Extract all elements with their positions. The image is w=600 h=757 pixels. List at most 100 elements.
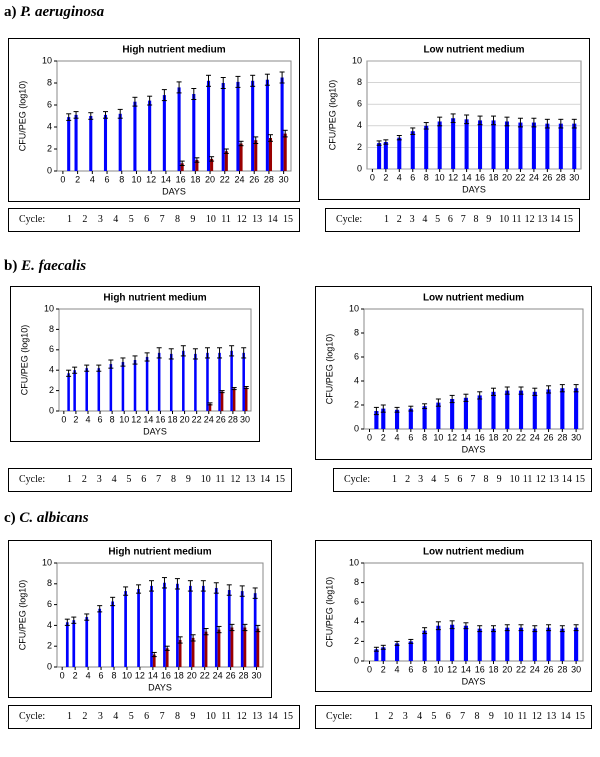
cycle-number: 4 xyxy=(422,214,428,225)
x-tick-label: 4 xyxy=(90,174,95,184)
x-tick-label: 16 xyxy=(475,432,485,442)
cycle-number: 9 xyxy=(496,474,502,485)
y-tick-label: 6 xyxy=(47,99,52,109)
bar xyxy=(505,390,510,429)
cycle-number: 3 xyxy=(97,214,103,225)
x-tick-label: 2 xyxy=(383,172,388,182)
bar xyxy=(532,628,537,661)
x-tick-label: 28 xyxy=(557,664,567,674)
bar xyxy=(194,353,197,411)
error-bar xyxy=(97,605,103,613)
x-tick-label: 16 xyxy=(161,670,171,680)
cycle-number: 5 xyxy=(128,711,134,722)
cycle-number: 2 xyxy=(388,711,394,722)
error-bar xyxy=(73,111,79,119)
error-bar xyxy=(464,114,470,125)
x-tick-label: 18 xyxy=(168,414,178,424)
error-bar xyxy=(517,117,523,128)
y-tick-label: 6 xyxy=(49,344,54,354)
error-bar xyxy=(176,81,182,94)
error-bar xyxy=(531,117,537,128)
error-bar xyxy=(84,364,90,372)
x-tick-label: 4 xyxy=(395,664,400,674)
cycle-number: 3 xyxy=(402,711,408,722)
error-bar xyxy=(144,352,150,362)
bar xyxy=(236,81,240,171)
chart-title: Low nutrient medium xyxy=(423,293,524,304)
error-bar xyxy=(449,620,455,630)
error-bar xyxy=(380,644,386,650)
cycle-number: 6 xyxy=(144,711,150,722)
error-bar xyxy=(423,122,429,130)
x-tick-label: 10 xyxy=(433,432,443,442)
error-bar xyxy=(241,347,247,359)
x-tick-label: 26 xyxy=(249,174,259,184)
bar xyxy=(169,353,173,411)
cycle-number: 1 xyxy=(374,711,379,722)
x-tick-label: 26 xyxy=(216,414,226,424)
error-bar xyxy=(123,586,129,596)
error-bar xyxy=(422,403,428,410)
cycle-number: 15 xyxy=(283,214,293,225)
cycle-label: Cycle: xyxy=(326,711,353,722)
bar xyxy=(451,118,456,169)
bar xyxy=(191,637,195,667)
x-tick-label: 20 xyxy=(502,432,512,442)
error-bar xyxy=(243,386,249,390)
x-tick-label: 2 xyxy=(381,664,386,674)
bar xyxy=(251,80,255,171)
bar xyxy=(381,647,386,661)
error-bar xyxy=(532,625,538,633)
x-tick-label: 26 xyxy=(544,664,554,674)
x-tick-label: 14 xyxy=(461,664,471,674)
bar xyxy=(176,583,179,667)
y-tick-label: 4 xyxy=(49,365,54,375)
x-tick-label: 20 xyxy=(502,172,512,182)
y-tick-label: 4 xyxy=(354,375,359,385)
error-bar xyxy=(66,113,72,121)
cycle-number: 2 xyxy=(82,214,88,225)
error-bar xyxy=(161,89,167,102)
bar xyxy=(545,123,550,169)
bar xyxy=(162,95,166,171)
bar xyxy=(436,625,441,661)
cycle-number: 8 xyxy=(474,711,480,722)
bar xyxy=(192,94,196,171)
bar xyxy=(109,364,113,411)
y-tick-label: 6 xyxy=(357,99,362,109)
x-tick-label: 0 xyxy=(60,174,65,184)
x-tick-label: 20 xyxy=(187,670,197,680)
cycle-number: 10 xyxy=(205,214,216,225)
bar xyxy=(145,356,149,411)
cycle-number: 11 xyxy=(215,474,226,485)
bar xyxy=(121,362,125,411)
cycle-number: 7 xyxy=(159,711,165,722)
error-bar xyxy=(408,405,414,412)
bar xyxy=(383,142,388,169)
x-tick-label: 2 xyxy=(73,414,78,424)
error-bar xyxy=(463,393,469,402)
cycle-box: Cycle: 1 2 3 4 5 6 7 8 9 10 11 12 13 14 15 xyxy=(8,208,300,232)
error-bar xyxy=(450,113,456,124)
bar xyxy=(89,116,93,171)
x-tick-label: 26 xyxy=(226,670,236,680)
bar xyxy=(189,585,192,667)
bar xyxy=(463,397,468,429)
cycle-number: 4 xyxy=(431,474,437,485)
cycle-number: 12 xyxy=(531,711,542,722)
y-tick-label: 2 xyxy=(357,142,362,152)
cycle-number: 10 xyxy=(509,474,520,485)
y-tick-label: 10 xyxy=(349,557,359,567)
cycle-label: Cycle: xyxy=(19,474,46,485)
bar xyxy=(165,648,169,667)
y-tick-label: 10 xyxy=(42,55,52,65)
bar xyxy=(111,601,115,667)
error-bar xyxy=(71,616,77,624)
cycle-number: 14 xyxy=(550,214,561,225)
error-bar xyxy=(518,624,524,632)
cycle-number: 12 xyxy=(230,474,241,485)
x-tick-label: 30 xyxy=(571,664,581,674)
y-tick-label: 8 xyxy=(354,327,359,337)
